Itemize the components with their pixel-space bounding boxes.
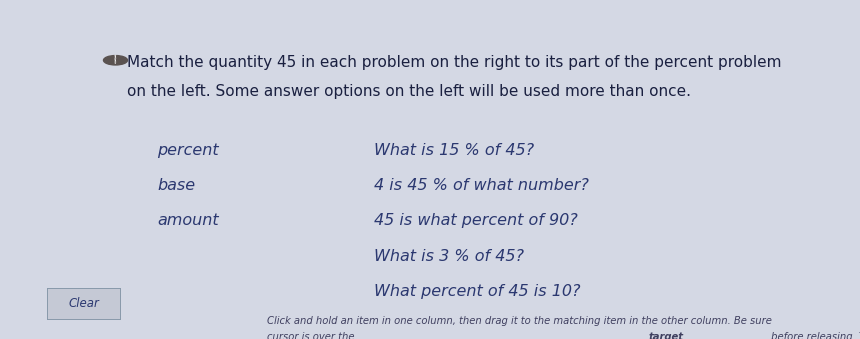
Text: Clear: Clear	[69, 297, 99, 310]
Text: 4 is 45 % of what number?: 4 is 45 % of what number?	[374, 178, 589, 193]
Text: percent: percent	[157, 143, 219, 158]
Text: What is 15 % of 45?: What is 15 % of 45?	[374, 143, 534, 158]
Circle shape	[103, 56, 127, 65]
Text: Match the quantity 45 in each problem on the right to its part of the percent pr: Match the quantity 45 in each problem on…	[127, 55, 782, 70]
Text: /: /	[113, 55, 119, 65]
Text: amount: amount	[157, 213, 219, 228]
Text: base: base	[157, 178, 195, 193]
Text: What percent of 45 is 10?: What percent of 45 is 10?	[374, 284, 580, 299]
Text: before releasing. The target will highlight or the cursor will change. Need help: before releasing. The target will highli…	[769, 332, 860, 339]
Text: What is 3 % of 45?: What is 3 % of 45?	[374, 248, 524, 263]
Text: 45 is what percent of 90?: 45 is what percent of 90?	[374, 213, 578, 228]
Text: cursor is over the: cursor is over the	[267, 332, 358, 339]
Text: on the left. Some answer options on the left will be used more than once.: on the left. Some answer options on the …	[127, 84, 691, 99]
Text: Click and hold an item in one column, then drag it to the matching item in the o: Click and hold an item in one column, th…	[267, 316, 776, 326]
Text: target: target	[648, 332, 683, 339]
